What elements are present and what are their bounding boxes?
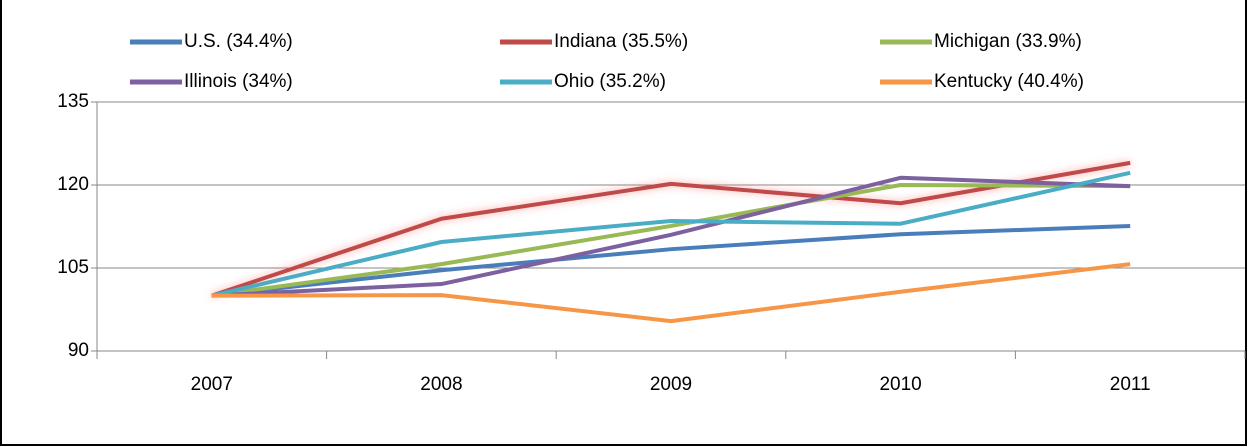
x-tick-label: 2007 [191,374,233,395]
series-line [211,170,1131,298]
x-tick-label: 2009 [650,374,692,395]
legend-label: Michigan (33.9%) [934,31,1082,52]
y-tick-label: 90 [68,340,89,361]
legend-label: Kentucky (40.4%) [934,71,1084,92]
legend-label: Illinois (34%) [184,71,293,92]
series-line [211,175,1131,298]
series-line [211,262,1131,324]
y-tick-label: 135 [57,91,89,112]
series-line [211,223,1131,298]
y-tick-label: 120 [57,174,89,195]
series-line [211,160,1131,298]
series-line [211,183,1131,298]
x-tick-label: 2008 [420,374,462,395]
x-tick-label: 2010 [879,374,921,395]
x-tick-label: 2011 [1110,374,1151,395]
legend-label: Ohio (35.2%) [554,71,666,92]
legend-label: Indiana (35.5%) [554,31,688,52]
y-tick-label: 105 [57,257,89,278]
legend-label: U.S. (34.4%) [184,31,293,52]
